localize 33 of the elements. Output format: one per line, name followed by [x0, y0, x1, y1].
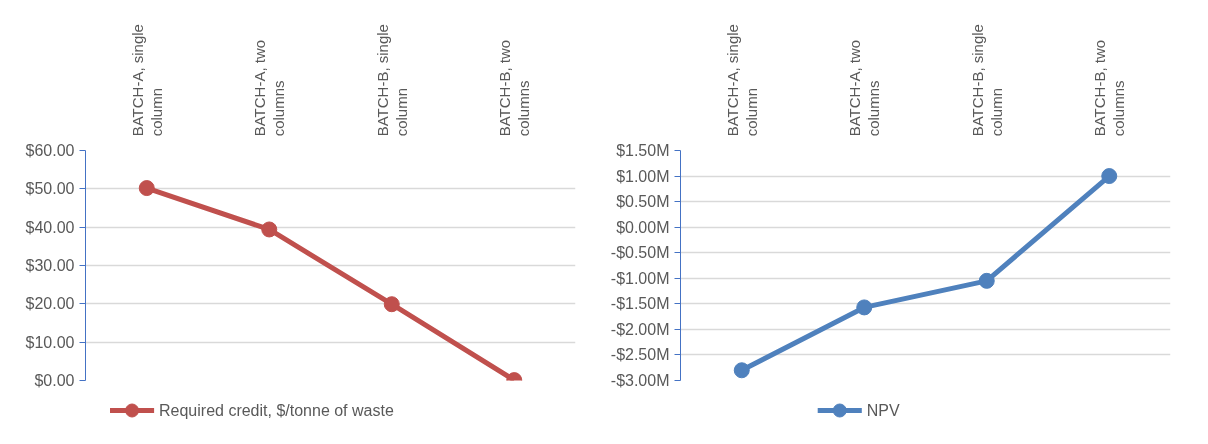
x-tick-label: BATCH-A, two columns	[251, 39, 288, 137]
x-tick-label: BATCH-A, single column	[723, 24, 760, 137]
x-tick-label: BATCH-B, two columns	[496, 39, 533, 137]
y-tick-label: $20.00	[25, 295, 75, 313]
y-tick-label: -$2.00M	[610, 320, 670, 338]
point	[261, 221, 278, 238]
y-tick-label: -$0.50M	[610, 244, 670, 262]
point	[978, 272, 995, 289]
x-tick-label: BATCH-B, single column	[373, 24, 410, 137]
point	[138, 180, 155, 197]
y-tick-label: $10.00	[25, 333, 75, 351]
point	[1101, 168, 1118, 185]
x-tick-label: BATCH-B, single column	[968, 24, 1005, 137]
legend-label: NPV	[866, 402, 900, 419]
point	[856, 299, 873, 316]
y-tick-label: $30.00	[25, 257, 75, 274]
legend-label: Required credit, $/tonne of waste	[159, 402, 394, 419]
x-tick-label: BATCH-A, two columns	[846, 39, 883, 137]
y-tick-label: $0.50M	[616, 193, 670, 211]
y-tick-label: -$2.50M	[610, 346, 670, 364]
x-tick-label: BATCH-A, single column	[128, 24, 165, 137]
y-tick-label: -$1.50M	[610, 295, 670, 313]
y-tick-label: $0.00M	[616, 218, 670, 236]
y-tick-label: $40.00	[25, 218, 75, 236]
y-tick-label: -$1.00M	[610, 269, 670, 287]
y-tick-label: $50.00	[25, 180, 75, 198]
y-tick-label: $0.00	[34, 372, 75, 389]
x-tick-label: BATCH-B, two columns	[1091, 39, 1128, 137]
y-tick-label: -$3.00M	[610, 372, 670, 389]
y-tick-label: $60.00	[25, 142, 75, 159]
y-tick-label: $1.00M	[616, 167, 670, 185]
y-tick-label: $1.50M	[616, 142, 670, 159]
point	[733, 362, 750, 379]
